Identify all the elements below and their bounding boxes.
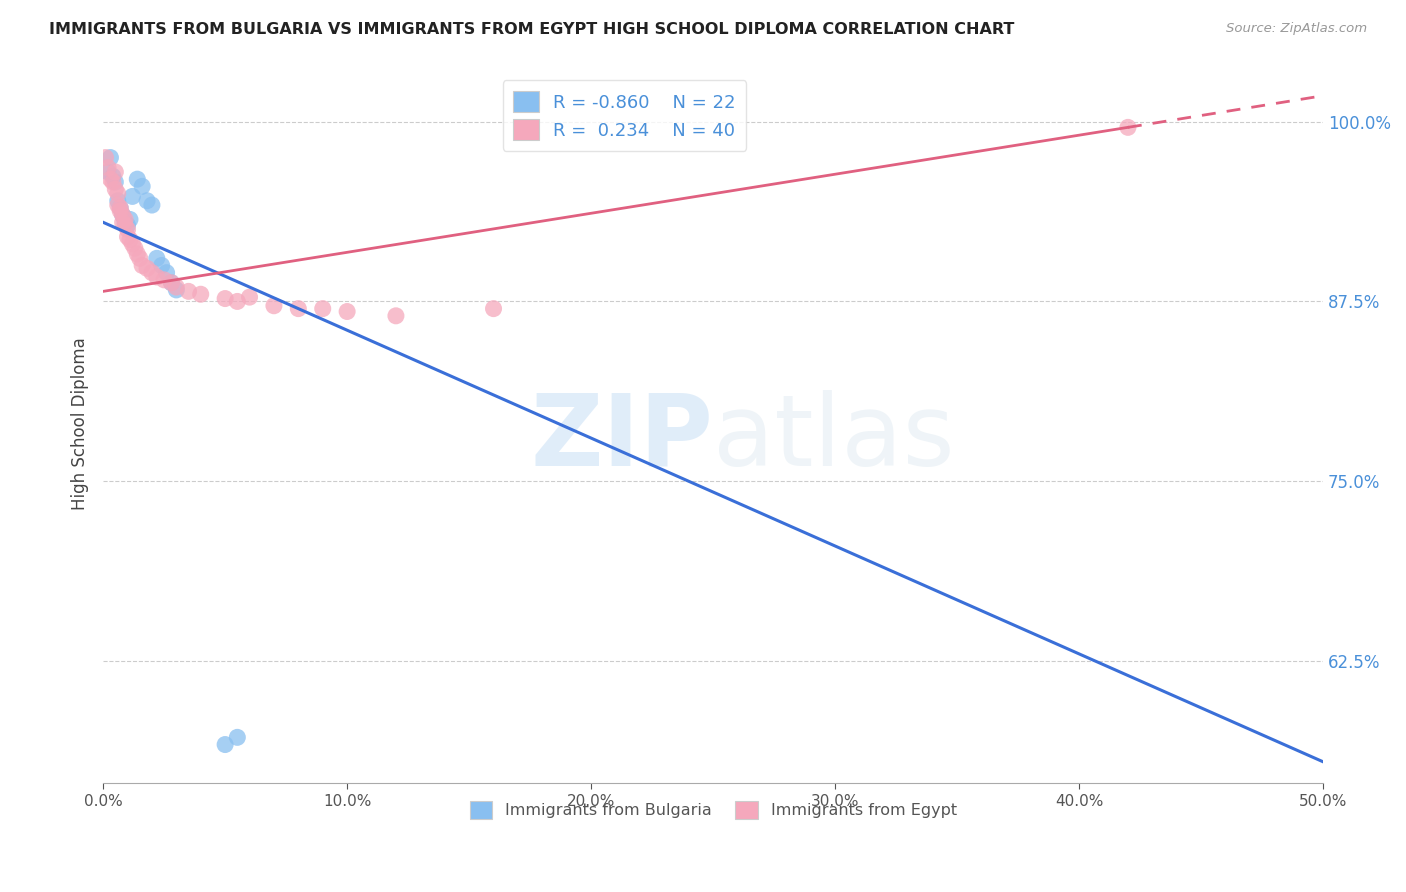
Point — [141, 266, 163, 280]
Point — [226, 731, 249, 745]
Point — [136, 194, 159, 208]
Point — [118, 212, 141, 227]
Point — [214, 738, 236, 752]
Point — [121, 236, 143, 251]
Text: atlas: atlas — [713, 390, 955, 487]
Point — [153, 273, 176, 287]
Point — [107, 194, 129, 208]
Point — [263, 299, 285, 313]
Point — [94, 151, 117, 165]
Text: ZIP: ZIP — [530, 390, 713, 487]
Point — [150, 259, 173, 273]
Point — [287, 301, 309, 316]
Text: IMMIGRANTS FROM BULGARIA VS IMMIGRANTS FROM EGYPT HIGH SCHOOL DIPLOMA CORRELATIO: IMMIGRANTS FROM BULGARIA VS IMMIGRANTS F… — [49, 22, 1015, 37]
Point — [226, 294, 249, 309]
Point — [238, 290, 260, 304]
Point — [124, 241, 146, 255]
Point — [136, 261, 159, 276]
Point — [108, 201, 131, 215]
Point — [101, 169, 124, 184]
Point — [146, 270, 169, 285]
Point — [160, 276, 183, 290]
Point — [114, 212, 136, 227]
Point — [107, 198, 129, 212]
Point — [108, 201, 131, 215]
Point — [104, 182, 127, 196]
Text: Source: ZipAtlas.com: Source: ZipAtlas.com — [1226, 22, 1367, 36]
Point — [128, 252, 150, 266]
Point — [127, 172, 149, 186]
Point — [141, 198, 163, 212]
Point — [114, 218, 136, 232]
Point — [97, 161, 120, 175]
Point — [177, 285, 200, 299]
Point — [214, 292, 236, 306]
Point — [117, 222, 139, 236]
Point — [160, 276, 183, 290]
Point — [114, 215, 136, 229]
Point — [111, 208, 134, 222]
Point — [146, 252, 169, 266]
Point — [121, 189, 143, 203]
Point — [104, 165, 127, 179]
Point — [100, 172, 122, 186]
Legend: Immigrants from Bulgaria, Immigrants from Egypt: Immigrants from Bulgaria, Immigrants fro… — [463, 795, 963, 826]
Point — [97, 165, 120, 179]
Point — [131, 259, 153, 273]
Point — [155, 266, 177, 280]
Point — [482, 301, 505, 316]
Point — [131, 179, 153, 194]
Point — [117, 218, 139, 232]
Point — [385, 309, 408, 323]
Point — [111, 208, 134, 222]
Point — [336, 304, 359, 318]
Point — [108, 203, 131, 218]
Point — [101, 175, 124, 189]
Point — [111, 215, 134, 229]
Point — [117, 229, 139, 244]
Point — [104, 175, 127, 189]
Point — [127, 247, 149, 261]
Point — [1116, 120, 1139, 135]
Point — [118, 233, 141, 247]
Y-axis label: High School Diploma: High School Diploma — [72, 337, 89, 510]
Point — [190, 287, 212, 301]
Point — [165, 283, 187, 297]
Point — [100, 151, 122, 165]
Point — [312, 301, 335, 316]
Point — [107, 186, 129, 201]
Point — [165, 280, 187, 294]
